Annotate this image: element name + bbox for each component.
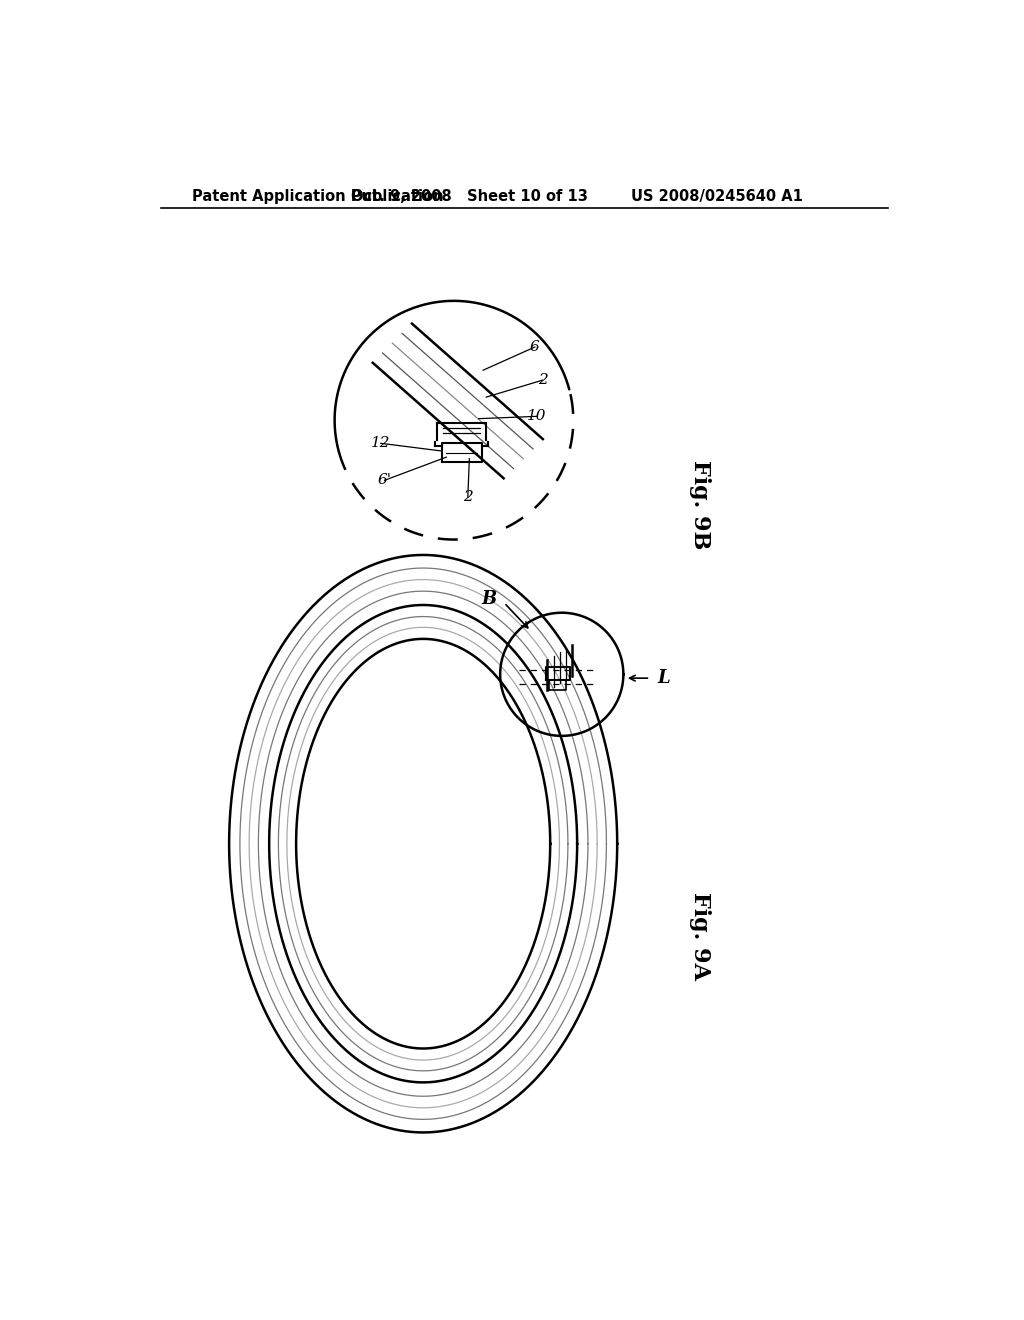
Text: 10: 10	[527, 409, 547, 424]
Text: 2: 2	[463, 490, 473, 504]
Text: Fig. 9A: Fig. 9A	[689, 892, 712, 979]
Text: Oct. 9, 2008   Sheet 10 of 13: Oct. 9, 2008 Sheet 10 of 13	[351, 189, 588, 205]
Text: US 2008/0245640 A1: US 2008/0245640 A1	[631, 189, 803, 205]
Text: 6': 6'	[378, 474, 391, 487]
Text: 6: 6	[530, 341, 540, 354]
Text: 2: 2	[538, 374, 548, 387]
Text: Fig. 9B: Fig. 9B	[689, 461, 712, 549]
Text: Patent Application Publication: Patent Application Publication	[193, 189, 443, 205]
Text: B: B	[481, 590, 497, 607]
Text: L: L	[657, 669, 671, 688]
Text: 12: 12	[371, 437, 390, 450]
